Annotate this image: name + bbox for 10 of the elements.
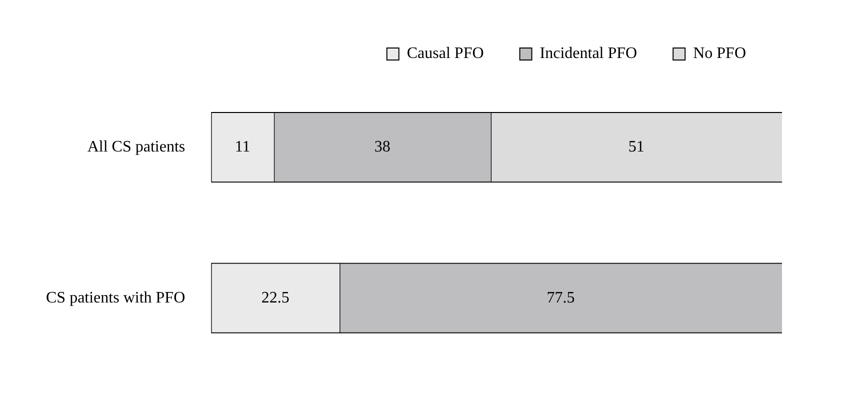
legend-label: No PFO	[693, 45, 746, 62]
data-label: 38	[374, 138, 390, 156]
data-label: 11	[234, 138, 250, 156]
legend-label: Causal PFO	[406, 45, 484, 62]
data-label: 51	[628, 138, 644, 156]
data-label: 22.5	[261, 289, 290, 306]
data-label: 77.5	[546, 289, 575, 306]
y-tick-label: CS patients with PFO	[46, 289, 186, 306]
legend-label: Incidental PFO	[540, 45, 638, 62]
y-tick-label: All CS patients	[87, 138, 186, 156]
